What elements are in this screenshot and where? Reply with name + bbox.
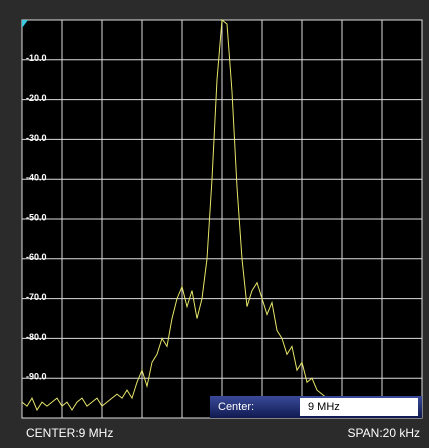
y-tick-label: -50.0 bbox=[26, 212, 47, 222]
input-label: Center: bbox=[218, 401, 254, 413]
center-label: CENTER:9 MHz bbox=[26, 426, 113, 440]
y-tick-label: -70.0 bbox=[26, 292, 47, 302]
y-tick-label: -80.0 bbox=[26, 332, 47, 342]
y-tick-label: -60.0 bbox=[26, 252, 47, 262]
y-tick-label: -40.0 bbox=[26, 173, 47, 183]
span-label: SPAN:20 kHz bbox=[348, 426, 420, 440]
y-tick-label: -10.0 bbox=[26, 53, 47, 63]
input-box[interactable] bbox=[300, 398, 418, 416]
marker bbox=[22, 20, 28, 28]
y-tick-label: -20.0 bbox=[26, 93, 47, 103]
input-value[interactable]: 9 MHz bbox=[308, 401, 340, 413]
y-tick-label: -90.0 bbox=[26, 372, 47, 382]
y-tick-label: -30.0 bbox=[26, 133, 47, 143]
